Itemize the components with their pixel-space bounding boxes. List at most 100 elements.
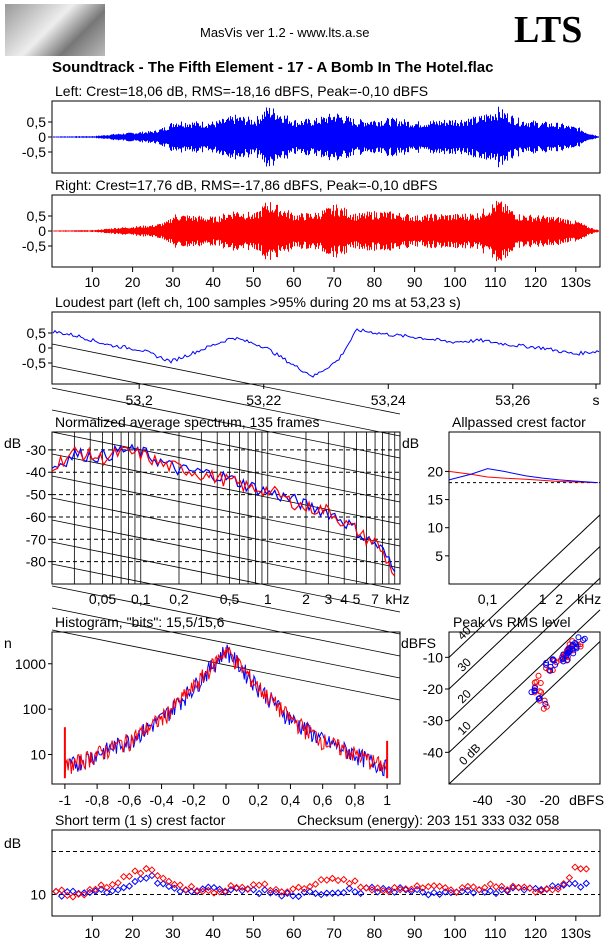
short-crest-point-left	[418, 888, 427, 896]
peak-rms-unit: dBFS	[401, 635, 436, 651]
short-crest-point-right	[475, 885, 483, 894]
histogram-tick-label: 0,2	[248, 792, 268, 808]
time-tick-label: 50	[246, 274, 262, 290]
short-crest-point-left	[294, 892, 303, 901]
peak-rms-point-left	[560, 651, 567, 658]
spectrum-slope-line	[51, 585, 401, 657]
short-crest-point-right	[492, 883, 500, 891]
crest-left-line	[448, 468, 598, 484]
short-crest-point-right	[526, 884, 534, 892]
short-crest-point-left	[193, 887, 201, 896]
lts-logo: LTS	[514, 9, 583, 51]
short-crest-point-left	[165, 882, 173, 891]
histogram-tick-label: -0,4	[149, 792, 173, 808]
short-crest-point-right	[481, 883, 489, 892]
short-crest-point-left	[227, 886, 235, 894]
time-tick-label: 110	[484, 274, 507, 290]
time-tick-label: 30	[165, 274, 181, 290]
crest-tick-label: 1	[539, 591, 547, 607]
histogram-right-line	[64, 646, 388, 778]
histogram-tick-label: 0,8	[345, 792, 365, 808]
loudest-ytick: 0	[38, 340, 46, 356]
spectrum-unit: dB	[4, 435, 21, 451]
short-crest-point-left	[373, 888, 382, 896]
spectrum-tick-label: 1	[264, 591, 272, 607]
spectrum-ytick: -40	[26, 464, 46, 480]
histogram-unit: n	[4, 635, 12, 651]
spectrum-slope-line	[51, 453, 401, 525]
short-crest-point-right	[255, 881, 263, 889]
short-crest-point-left	[221, 888, 229, 896]
peak-rms-point-left	[549, 656, 556, 663]
peak-rms-tick-label: dBFS	[569, 792, 604, 808]
short-crest-point-right	[441, 884, 449, 892]
short-crest-point-left	[351, 888, 359, 896]
logo-image	[5, 4, 105, 56]
short-crest-point-right	[452, 888, 461, 896]
short-crest-point-left	[345, 884, 354, 893]
peak-rms-point-left	[531, 685, 538, 692]
short-crest-point-left	[249, 886, 258, 894]
histogram-left-line	[64, 644, 388, 777]
short-crest-point-right	[283, 888, 292, 896]
peak-rms-diag-label: 30	[455, 655, 475, 675]
crest-frame	[448, 431, 601, 585]
spectrum-ytick: -50	[26, 487, 46, 503]
peak-rms-point-left	[552, 661, 559, 668]
peak-rms-point-left	[531, 687, 538, 694]
short-crest-point-left	[204, 883, 213, 891]
short-crest-tick-label: 70	[326, 925, 342, 941]
short-crest-point-right	[153, 872, 162, 880]
short-crest-unit: dB	[4, 835, 21, 851]
short-crest-point-left	[576, 883, 585, 891]
short-crest-point-right	[52, 887, 60, 896]
short-crest-point-right	[261, 880, 269, 888]
short-crest-point-right	[340, 875, 348, 884]
spectrum-frame	[51, 431, 401, 585]
crest-label: Allpassed crest factor	[452, 414, 586, 430]
peak-rms-point-left	[580, 637, 587, 644]
short-crest-point-right	[311, 880, 320, 888]
short-crest-point-right	[277, 888, 286, 896]
short-crest-point-left	[114, 886, 122, 894]
short-crest-point-right	[91, 885, 100, 894]
spectrum-tick-label: 0,2	[169, 591, 189, 607]
short-crest-point-right	[272, 885, 280, 894]
short-crest-point-right	[187, 882, 196, 891]
short-crest-point-left	[86, 888, 94, 897]
peak-rms-diagonal	[448, 609, 601, 753]
peak-rms-tick-label: -20	[540, 792, 560, 808]
short-crest-point-right	[548, 886, 557, 894]
short-crest-point-right	[57, 886, 66, 894]
peak-rms-point-left	[565, 646, 572, 653]
short-crest-point-left	[379, 884, 387, 893]
peak-rms-ytick: -10	[423, 649, 443, 665]
short-crest-point-right	[227, 882, 235, 890]
short-crest-point-left	[486, 887, 495, 895]
short-crest-point-left	[159, 880, 167, 888]
short-crest-point-left	[311, 889, 320, 898]
right-wave-label: Right: Crest=17,76 dB, RMS=-17,86 dBFS, …	[55, 177, 437, 193]
short-crest-point-left	[565, 879, 574, 888]
short-crest-point-left	[238, 886, 246, 895]
peak-rms-diagonal	[448, 641, 601, 785]
histogram-tick-label: 0,6	[313, 792, 333, 808]
short-crest-ytick: 10	[30, 887, 46, 903]
histogram-tick-label: -1	[59, 792, 72, 808]
short-crest-point-right	[497, 882, 506, 891]
short-crest-point-right	[120, 872, 128, 881]
left-waveform	[53, 106, 599, 168]
histogram-tick-label: -0,8	[85, 792, 109, 808]
short-crest-point-left	[390, 888, 399, 896]
short-crest-point-left	[497, 886, 506, 894]
peak-rms-diagonal	[448, 577, 601, 722]
short-crest-point-right	[80, 891, 88, 899]
short-crest-point-right	[131, 867, 139, 875]
short-crest-point-left	[492, 889, 500, 898]
spectrum-slope-line	[51, 365, 401, 437]
right-wave-ytick: -0,5	[22, 238, 46, 254]
short-crest-point-left	[402, 886, 410, 894]
short-crest-point-right	[413, 882, 421, 890]
spectrum-tick-label: 0,5	[220, 591, 240, 607]
short-crest-point-right	[458, 883, 466, 892]
